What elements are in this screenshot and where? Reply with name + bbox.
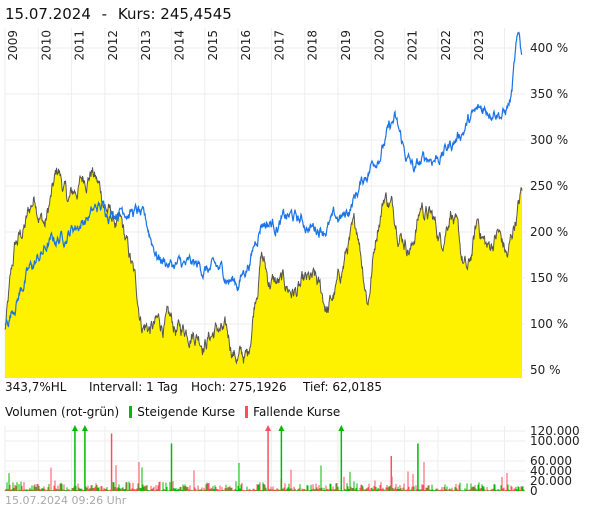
overflow-arrow-icon (71, 425, 78, 431)
legend-up-label: Steigende Kurse (137, 405, 236, 419)
overflow-arrow-icon (338, 425, 345, 431)
x-tick-label: 2019 (339, 30, 353, 61)
x-tick-label: 2014 (173, 30, 187, 61)
x-tick-label: 2016 (239, 30, 253, 61)
vol-y-tick-label: 60.000 (530, 454, 572, 468)
x-tick-label: 2015 (206, 30, 220, 61)
y-tick-label: 150 % (530, 271, 568, 285)
legend-down-label: Fallende Kurse (253, 405, 341, 419)
overflow-arrow-icon (278, 425, 285, 431)
x-tick-label: 2018 (306, 30, 320, 61)
low-label: Tief: 62,0185 (303, 380, 382, 394)
high-label: Hoch: 275,1926 (191, 380, 287, 394)
y-tick-label: 100 % (530, 317, 568, 331)
vol-y-tick-label: 100.000 (530, 434, 580, 448)
y-tick-label: 350 % (530, 87, 568, 101)
compare-line (4, 31, 523, 328)
separator: - (101, 5, 108, 23)
y-tick-label: 50 % (530, 363, 561, 377)
x-tick-label: 2009 (6, 30, 20, 61)
chart-title: 15.07.2024 - Kurs: 245,4545 (5, 5, 232, 23)
x-tick-label: 2011 (73, 30, 87, 61)
x-tick-label: 2017 (272, 30, 286, 61)
x-tick-label: 2023 (472, 30, 486, 61)
interval-label: Intervall: 1 Tag (89, 380, 178, 394)
y-tick-label: 250 % (530, 179, 568, 193)
x-tick-label: 2021 (406, 30, 420, 61)
timestamp-footer: 15.07.2024 09:26 Uhr (5, 494, 127, 507)
y-tick-label: 200 % (530, 225, 568, 239)
x-tick-label: 2020 (372, 30, 386, 61)
vol-y-tick-label: 20.000 (530, 474, 572, 488)
y-tick-label: 300 % (530, 133, 568, 147)
legend-up: Steigende Kurse (129, 405, 235, 419)
price-area (5, 167, 522, 378)
volume-title: Volumen (rot-grün) (5, 405, 120, 419)
date-label: 15.07.2024 (5, 5, 91, 23)
vol-y-tick-label: 40.000 (530, 464, 572, 478)
x-tick-label: 2013 (139, 30, 153, 61)
overflow-arrow-icon (265, 425, 272, 431)
price-label: Kurs: 245,4545 (117, 5, 232, 23)
y-tick-label: 400 % (530, 41, 568, 55)
hl-label: 343,7%HL (5, 380, 67, 394)
price-line (4, 167, 523, 365)
overflow-arrow-icon (81, 425, 88, 431)
vol-y-tick-label: 120.000 (530, 424, 580, 438)
volume-legend: Volumen (rot-grün) Steigende Kurse Falle… (5, 405, 340, 419)
x-tick-label: 2022 (439, 30, 453, 61)
legend-down: Fallende Kurse (245, 405, 340, 419)
x-tick-label: 2012 (106, 30, 120, 61)
vol-y-tick-label: 0 (530, 484, 538, 498)
x-tick-label: 2010 (39, 30, 53, 61)
